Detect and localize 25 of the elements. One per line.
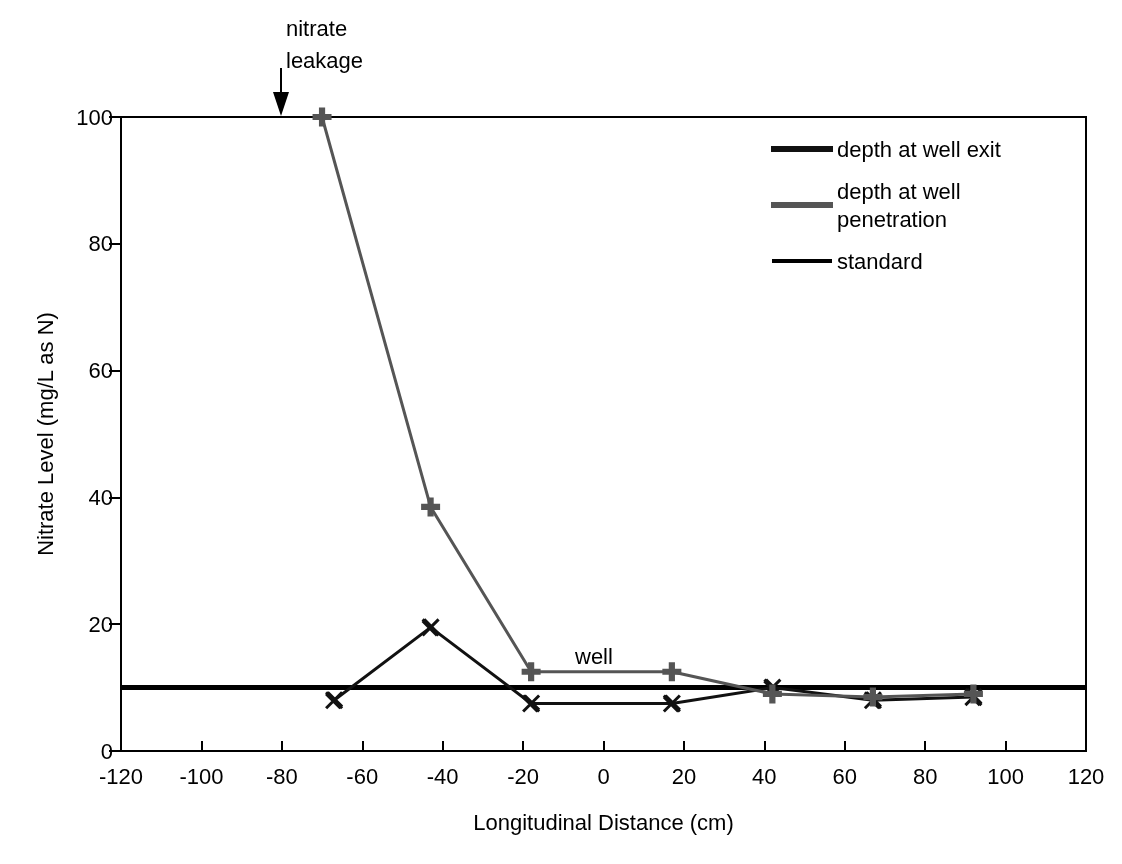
y-tick-label: 40: [88, 484, 113, 510]
x-tick-label: -20: [507, 763, 539, 789]
x-tick-label: -100: [179, 763, 224, 789]
y-tick-label: 20: [88, 611, 113, 637]
text: nitrate leakage: [286, 15, 364, 73]
x-tick-label: -60: [346, 763, 379, 789]
x-tick-label: 40: [752, 763, 777, 789]
x-tick-label: 20: [671, 763, 697, 789]
x-tick-label: -80: [265, 763, 298, 789]
y-axis-title: Nitrate Level (mg/L as N): [32, 312, 58, 556]
y-tick-label: 60: [88, 358, 113, 384]
y-tick-label: 80: [88, 231, 113, 257]
legend-label: depth at well exit: [837, 136, 1001, 162]
x-tick-label: 0: [597, 763, 610, 789]
legend-label: standard: [837, 248, 923, 274]
y-tick-label: 100: [76, 104, 113, 130]
legend-label: depth at well penetration: [837, 178, 967, 232]
x-axis-title: Longitudinal Distance (cm): [473, 809, 734, 835]
x-tick-label: 60: [832, 763, 857, 789]
x-tick-label: 120: [1067, 763, 1105, 789]
x-tick-label: -120: [98, 763, 144, 789]
x-tick-label: -40: [426, 763, 459, 789]
x-tick-label: 100: [987, 763, 1024, 789]
x-tick-label: 80: [912, 763, 938, 789]
annotation: well: [574, 643, 613, 669]
